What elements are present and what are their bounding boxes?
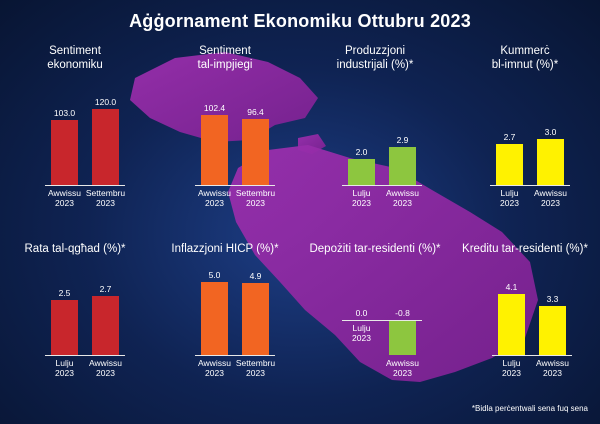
chart-title: Rata tal-qgħad (%)*: [24, 243, 126, 255]
category-label: Awwissu 2023: [198, 188, 231, 208]
data-label: 0.0: [355, 308, 368, 318]
axis-baseline: [195, 185, 275, 186]
bar: [51, 300, 78, 355]
chart-panel-3: Produzzjoni industrijali (%)* 2.0 Lulju 2023…: [300, 0, 450, 212]
main-title: Aġġornament Ekonomiku Ottubru 2023: [129, 11, 471, 31]
data-label: 102.4: [203, 103, 226, 114]
category-label: Lulju 2023: [352, 323, 371, 343]
bar: [496, 143, 523, 185]
category-label: Awwissu 2023: [89, 358, 122, 378]
bar: [51, 120, 78, 185]
axis-baseline: [45, 355, 125, 356]
bar: [537, 139, 564, 185]
chart-title: Kreditu tar-residenti (%)*: [462, 243, 588, 255]
gozo-island-shape: [130, 52, 318, 142]
data-label: 3.3: [546, 293, 559, 304]
axis-baseline: [45, 185, 125, 186]
chart-panel-4: Kummerċ bl-imnut (%)* 2.7 Lulju 2023 3.0 Awwis…: [450, 0, 600, 212]
chart-title: Produzzjoni industrijali (%)*: [336, 45, 414, 71]
bar: [498, 293, 525, 355]
data-label: 120.0: [94, 97, 117, 108]
bar: [201, 115, 228, 185]
data-label: 4.9: [249, 271, 262, 282]
footnote: *Bidla perċentwali sena fuq sena: [471, 404, 588, 413]
data-label: 2.0: [355, 147, 368, 157]
category-label: Awwissu 2023: [536, 358, 569, 378]
category-label: Lulju 2023: [500, 188, 519, 208]
chart-panel-8: Kreditu tar-residenti (%)* 4.1 Lulju 2023 3.…: [450, 212, 600, 424]
data-label: -0.8: [395, 308, 410, 318]
category-label: Awwissu 2023: [198, 358, 231, 378]
axis-baseline: [490, 185, 570, 186]
chart-panel-1: Sentiment ekonomiku 103.0 Awwissu 2023 120.0 S…: [0, 0, 150, 212]
category-label: Awwissu 2023: [386, 358, 419, 379]
bar: [242, 283, 269, 355]
category-label: Lulju 2023: [502, 358, 521, 378]
bar: [539, 305, 566, 355]
category-label: Lulju 2023: [55, 358, 74, 378]
data-label: 5.0: [208, 270, 221, 280]
data-label: 3.0: [544, 127, 557, 138]
chart-panel-5: Rata tal-qgħad (%)* 2.5 Lulju 2023 2.7 Awwiss…: [0, 212, 150, 424]
category-label: Awwissu 2023: [48, 188, 81, 208]
category-label: Settembru 2023: [235, 358, 276, 378]
data-label: 96.4: [247, 107, 264, 118]
data-label: 2.7: [503, 131, 516, 142]
bar: [201, 282, 228, 355]
chart-title: Kummerċ bl-imnut (%)*: [491, 45, 559, 71]
category-label: Lulju 2023: [352, 188, 371, 208]
data-label: 103.0: [53, 108, 76, 119]
category-label: Settembru 2023: [85, 188, 126, 208]
bar: [92, 295, 119, 355]
bar: [389, 320, 416, 356]
category-label: Settembru 2023: [235, 188, 276, 208]
chart-title: Inflazzjoni HICP (%)*: [171, 243, 279, 255]
bar: [389, 147, 416, 185]
category-label: Awwissu 2023: [534, 188, 567, 208]
malta-island-shape: [228, 145, 538, 382]
data-label: 2.5: [58, 288, 71, 298]
axis-baseline: [195, 355, 275, 356]
category-label: Awwissu 2023: [386, 188, 419, 208]
chart-title: Depożiti tar-residenti (%)*: [309, 243, 441, 255]
data-label: 2.7: [99, 283, 112, 294]
data-label: 4.1: [505, 281, 518, 292]
axis-baseline: [492, 355, 572, 356]
bar: [348, 159, 375, 185]
chart-panel-2: Sentiment tal-impjiegi 102.4 Awwissu 2023 96.…: [150, 0, 300, 212]
bar: [92, 109, 119, 185]
data-label: 2.9: [396, 135, 409, 146]
chart-panel-7: Depożiti tar-residenti (%)* 0.0 Lulju 2023 -…: [300, 212, 450, 424]
chart-title: Sentiment tal-impjiegi: [197, 45, 253, 71]
chart-title: Sentiment ekonomiku: [47, 45, 103, 71]
bar: [242, 119, 269, 185]
axis-baseline: [342, 185, 422, 186]
axis-baseline: [342, 320, 422, 321]
chart-panel-6: Inflazzjoni HICP (%)* 5.0 Awwissu 2023 4.9 Se…: [150, 212, 300, 424]
